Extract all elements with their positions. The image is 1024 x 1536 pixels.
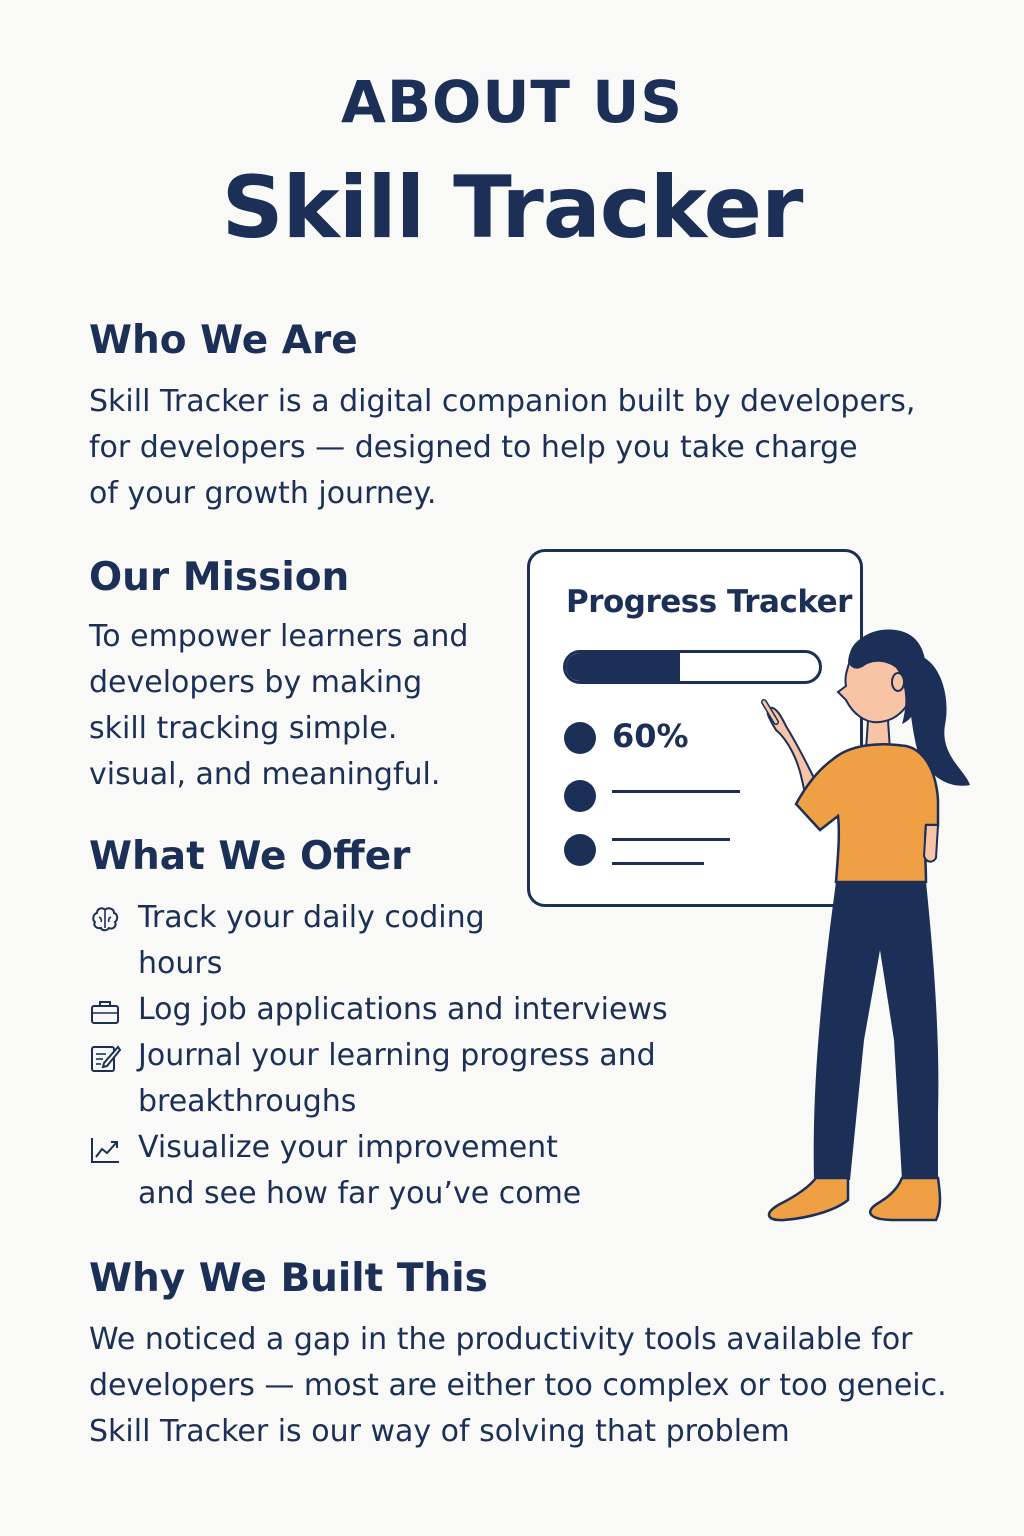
- woman-pointing-illustration: [761, 629, 970, 1222]
- journal-edit-icon: [91, 1045, 122, 1072]
- offer-item-text: Log job applications and interviews: [138, 987, 668, 1033]
- why-text: We noticed a gap in the productivity too…: [89, 1317, 947, 1455]
- mission-line: skill tracking simple.: [89, 711, 398, 746]
- why-line: Skill Tracker is our way of solving that…: [89, 1414, 790, 1449]
- bullet-dot: [564, 722, 596, 754]
- page-title: Skill Tracker: [221, 158, 804, 258]
- offer-item-text: Journal your learning progress and break…: [138, 1033, 656, 1125]
- mission-heading: Our Mission: [89, 555, 350, 600]
- brain-icon: [92, 907, 119, 932]
- offer-item-text: Visualize your improvement and see how f…: [138, 1125, 581, 1217]
- who-we-are-text: Skill Tracker is a digital companion bui…: [89, 379, 915, 517]
- offer-item-line: and see how far you’ve come: [138, 1176, 582, 1211]
- bullet-dot: [564, 834, 596, 866]
- offer-item-line: breakthroughs: [138, 1084, 357, 1119]
- progress-bar: [563, 650, 822, 684]
- offer-item-line: Track your daily coding: [138, 900, 485, 935]
- offer-item-line: Journal your learning progress and: [138, 1038, 656, 1073]
- offer-item-line: hours: [138, 946, 223, 981]
- why-line: developers — most are either too complex…: [89, 1368, 947, 1403]
- placeholder-line: [612, 790, 740, 793]
- who-we-are-heading: Who We Are: [89, 318, 358, 363]
- mission-line: To empower learners and: [89, 619, 469, 654]
- progress-bar-fill: [566, 653, 680, 681]
- progress-card-title: Progress Tracker: [566, 584, 852, 620]
- mission-text: To empower learners and developers by ma…: [89, 614, 468, 798]
- why-heading: Why We Built This: [89, 1256, 488, 1301]
- placeholder-line: [612, 838, 730, 841]
- who-we-are-line: Skill Tracker is a digital companion bui…: [89, 384, 916, 419]
- progress-percent: 60%: [612, 717, 689, 755]
- briefcase-icon: [91, 1001, 119, 1024]
- who-we-are-line: of your growth journey.: [89, 476, 437, 511]
- mission-line: developers by making: [89, 665, 423, 700]
- bullet-dot: [564, 780, 596, 812]
- about-us-eyebrow: ABOUT US: [340, 68, 684, 136]
- why-line: We noticed a gap in the productivity too…: [89, 1322, 913, 1357]
- mission-line: visual, and meaningful.: [89, 757, 441, 792]
- offer-item-text: Track your daily coding hours: [138, 895, 485, 987]
- chart-trend-icon: [91, 1138, 119, 1163]
- placeholder-line: [612, 862, 704, 865]
- offer-item-line: Log job applications and interviews: [138, 992, 668, 1027]
- who-we-are-line: for developers — designed to help you ta…: [89, 430, 858, 465]
- offer-heading: What We Offer: [89, 834, 411, 879]
- offer-item-line: Visualize your improvement: [138, 1130, 558, 1165]
